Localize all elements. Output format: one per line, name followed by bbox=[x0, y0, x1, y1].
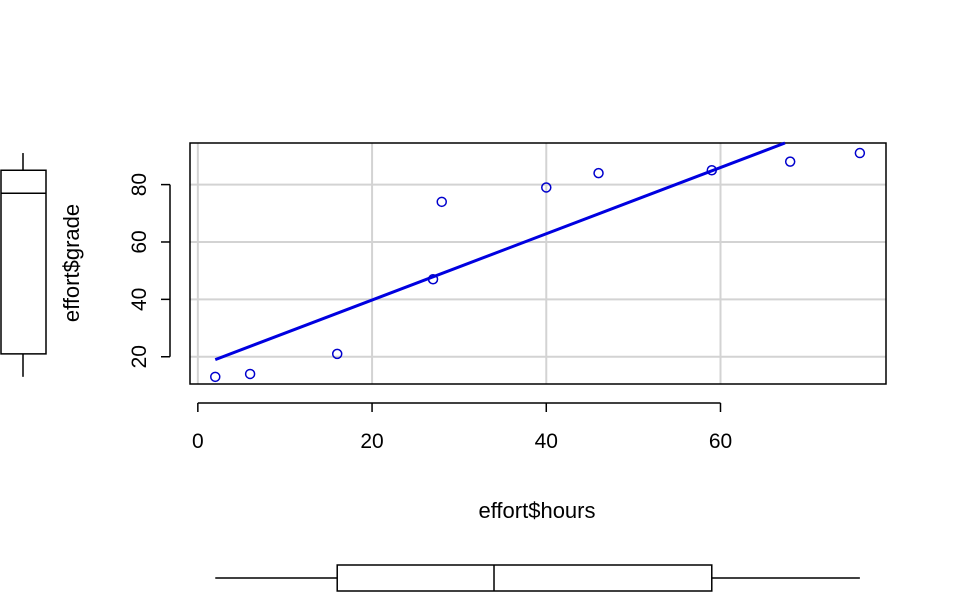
y-axis-title: effort$grade bbox=[59, 204, 84, 322]
data-point-7 bbox=[706, 165, 718, 176]
marginal-boxplots bbox=[0, 153, 860, 592]
axes: 0 20 40 60 20 40 60 80 bbox=[128, 173, 732, 453]
x-tick-label-0: 0 bbox=[192, 430, 204, 453]
y-tick-label-1: 40 bbox=[128, 288, 151, 311]
data-point-1 bbox=[244, 368, 256, 380]
x-axis-title: effort$hours bbox=[478, 498, 595, 523]
grid-lines bbox=[190, 143, 886, 384]
y-tick-label-3: 80 bbox=[128, 173, 151, 196]
data-points bbox=[210, 147, 866, 383]
x-tick-label-3: 60 bbox=[709, 430, 732, 453]
plot-frame bbox=[189, 142, 887, 385]
regression-line-group bbox=[214, 141, 786, 362]
y-tick-label-2: 60 bbox=[128, 230, 151, 253]
data-point-6 bbox=[593, 167, 604, 179]
y-boxplot-box bbox=[0, 169, 47, 355]
x-tick-label-2: 40 bbox=[535, 430, 558, 453]
x-tick-label-1: 20 bbox=[360, 430, 383, 453]
data-point-5 bbox=[541, 182, 552, 193]
data-point-9 bbox=[854, 147, 866, 159]
regression-line bbox=[214, 141, 786, 362]
data-point-3 bbox=[427, 274, 439, 285]
y-tick-label-0: 20 bbox=[128, 345, 151, 368]
data-point-8 bbox=[784, 156, 796, 167]
data-point-2 bbox=[331, 348, 343, 360]
data-point-0 bbox=[210, 371, 221, 383]
data-point-4 bbox=[436, 196, 447, 208]
x-boxplot-box bbox=[336, 564, 713, 592]
